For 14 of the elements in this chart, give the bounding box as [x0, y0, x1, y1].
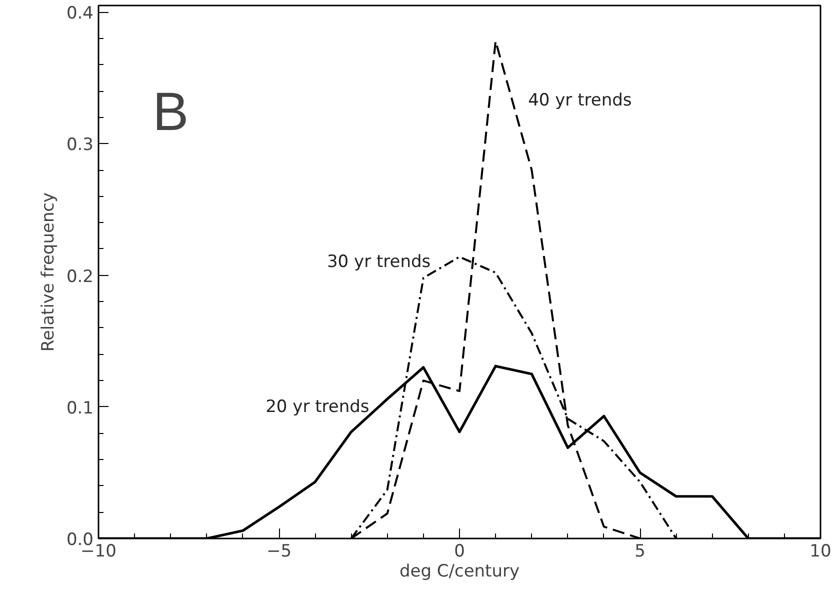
series-label: 40 yr trends — [528, 90, 632, 110]
series-label: 20 yr trends — [266, 396, 370, 417]
x-tick-label: 0 — [454, 542, 465, 562]
annotation: B — [152, 82, 189, 142]
x-tick-label: 5 — [634, 542, 646, 562]
y-tick-label: 0.1 — [66, 398, 94, 418]
x-tick-label: −5 — [266, 542, 292, 562]
x-axis-title: deg C/century — [399, 562, 520, 582]
y-tick-label: 0.2 — [66, 266, 94, 287]
y-axis-title: Relative frequency — [38, 192, 58, 352]
x-tick-label: 10 — [810, 542, 832, 562]
y-tick-label: 0.3 — [66, 135, 94, 156]
y-tick-label: 0.4 — [66, 4, 94, 24]
series-label: 30 yr trends — [326, 252, 431, 272]
